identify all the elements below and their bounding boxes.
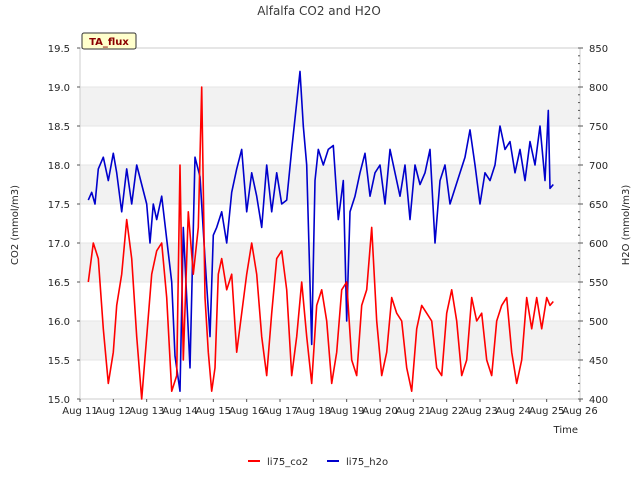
series-line-li75_h2o: [87, 70, 554, 393]
x-tick-label: Aug 24: [496, 406, 531, 417]
legend: li75_co2 li75_h2o: [248, 457, 388, 468]
y-right-tick-label: 700: [589, 161, 608, 172]
y-axis-left: 15.0 15.5 16.0 16.5 17.0 17.5 18.0 18.5 19.0 19.5: [48, 44, 80, 406]
x-tick-label: Aug 18: [296, 406, 331, 417]
legend-label-li75_co2: li75_co2: [267, 457, 308, 468]
series-layer: [87, 70, 554, 400]
x-tick-label: Aug 26: [562, 406, 597, 417]
x-axis-label: Time: [553, 425, 578, 436]
grid-band: [80, 282, 580, 321]
chart-title: Alfalfa CO2 and H2O: [257, 4, 381, 18]
x-tick-label: Aug 13: [129, 406, 164, 417]
y-left-tick-label: 19.0: [48, 83, 70, 94]
y-left-tick-label: 16.5: [48, 278, 70, 289]
y-left-tick-label: 17.0: [48, 239, 70, 250]
y-left-tick-label: 17.5: [48, 200, 70, 211]
y-right-tick-label: 800: [589, 83, 608, 94]
y-right-tick-label: 650: [589, 200, 608, 211]
plot-frame: [79, 47, 581, 400]
y-right-tick-label: 400: [589, 395, 608, 406]
y-right-tick-label: 500: [589, 317, 608, 328]
x-tick-label: Aug 21: [396, 406, 431, 417]
grid-band: [80, 48, 580, 87]
y-axis-left-label: CO2 (mmol/m3): [10, 185, 21, 265]
x-tick-label: Aug 19: [329, 406, 364, 417]
y-left-tick-label: 19.5: [48, 44, 70, 55]
y-left-tick-label: 18.5: [48, 122, 70, 133]
background-bands: [80, 47, 580, 400]
y-left-tick-label: 15.0: [48, 395, 70, 406]
x-tick-label: Aug 17: [262, 406, 297, 417]
grid-band: [80, 126, 580, 165]
legend-label-li75_h2o: li75_h2o: [346, 457, 388, 468]
y-right-tick-label: 550: [589, 278, 608, 289]
y-right-tick-label: 600: [589, 239, 608, 250]
x-tick-label: Aug 16: [229, 406, 264, 417]
series-line-li75_co2: [87, 86, 554, 400]
y-right-tick-label: 750: [589, 122, 608, 133]
y-right-tick-label: 850: [589, 44, 608, 55]
x-tick-label: Aug 11: [62, 406, 97, 417]
ta-flux-badge: TA_flux: [81, 32, 137, 50]
x-tick-label: Aug 20: [362, 406, 397, 417]
y-axis-right-label: H2O (mmol/m3): [621, 185, 632, 266]
grid-band: [80, 87, 580, 126]
x-tick-label: Aug 23: [462, 406, 497, 417]
badge-box: [81, 32, 137, 50]
y-left-tick-label: 16.0: [48, 317, 70, 328]
y-left-tick-label: 15.5: [48, 356, 70, 367]
x-tick-label: Aug 15: [196, 406, 231, 417]
x-tick-label: Aug 14: [162, 406, 197, 417]
badge-label: TA_flux: [89, 37, 129, 48]
y-axis-right: 400 450 500 550 600 650 700 750 800 850: [578, 44, 608, 406]
x-tick-label: Aug 22: [429, 406, 464, 417]
y-right-tick-label: 450: [589, 356, 608, 367]
x-tick-label: Aug 25: [529, 406, 564, 417]
x-tick-label: Aug 12: [96, 406, 131, 417]
y-left-tick-label: 18.0: [48, 161, 70, 172]
grid-band: [80, 165, 580, 204]
